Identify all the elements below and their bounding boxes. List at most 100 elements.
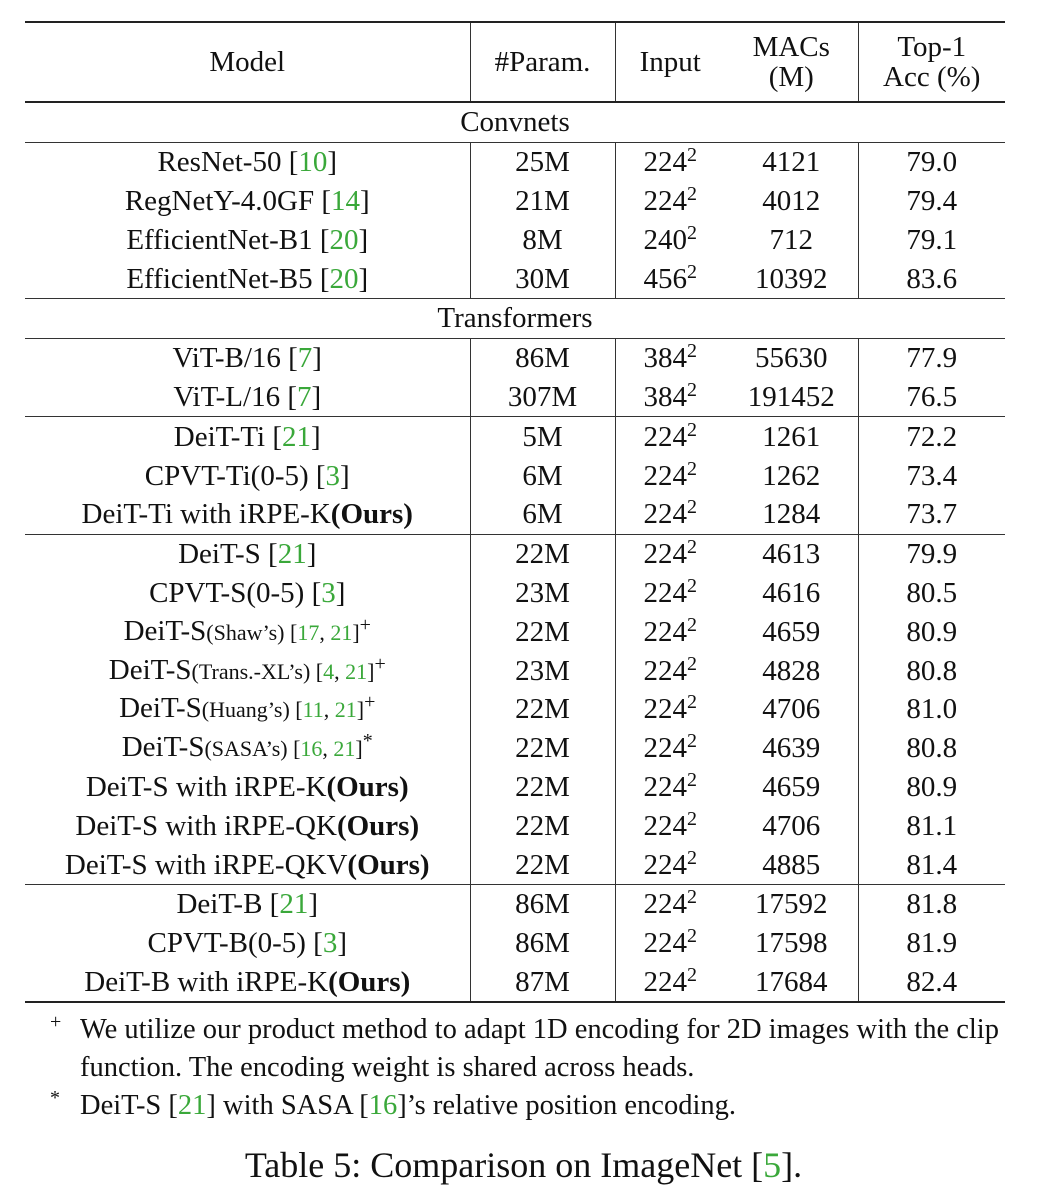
text-segment: ] (308, 888, 318, 921)
text-segment: ViT-L/16 [ (173, 380, 297, 413)
input-exp: 2 (687, 925, 697, 948)
params-cell: 23M (470, 573, 616, 613)
text-segment: DeiT-S [ (80, 1090, 178, 1121)
text-segment: DeiT-Ti with iRPE-K (81, 498, 331, 531)
input-base: 224 (643, 809, 688, 842)
model-cell: DeiT-Ti [21] (25, 416, 471, 457)
macs-cell: 4828 (725, 651, 859, 690)
input-cell: 4562 (615, 259, 725, 298)
model-cell: CPVT-Ti(0-5) [3] (25, 456, 471, 495)
macs-cell: 4121 (725, 142, 859, 182)
text-segment: 16 (368, 1090, 398, 1121)
acc-cell: 80.8 (906, 732, 958, 765)
model-cell: DeiT-B [21] (25, 883, 471, 924)
acc-cell: 80.5 (906, 576, 958, 609)
macs-cell: 17684 (725, 962, 859, 1003)
data-row: DeiT-S [21] 22M 2242 4613 79.9 (25, 533, 1005, 574)
text-segment: ] (311, 380, 322, 413)
data-row: RegNetY-4.0GF [14] 21M 2242 4012 79.4 (25, 181, 1005, 221)
header-line: Model (209, 46, 286, 78)
params-cell: 21M (470, 181, 616, 221)
input-cell: 2242 (615, 182, 725, 221)
text-segment: 17 (297, 619, 320, 645)
footnote-mark: * (50, 1087, 60, 1109)
text-segment: DeiT-S (123, 614, 207, 647)
text-segment: 3 (322, 927, 338, 960)
data-row: DeiT-S with iRPE-QK(Ours) 22M 2242 4706 81.1 (25, 806, 1005, 846)
text-segment: ] (358, 223, 369, 256)
acc-cell: 76.5 (906, 380, 958, 413)
text-segment: ] (306, 538, 317, 571)
results-table: Model #Param. Input MACs (M) Top-1 Acc (%) Con… (25, 21, 1005, 1004)
acc-cell: 80.8 (906, 654, 958, 687)
text-segment: ] (360, 184, 370, 217)
acc-cell: 79.4 (906, 184, 958, 217)
header-line: Acc (%) (883, 61, 981, 93)
text-segment: 11 (302, 697, 324, 723)
header-cell: Input (615, 22, 725, 103)
input-cell: 2242 (615, 142, 725, 181)
text-segment: , (334, 658, 346, 684)
text-segment: ]’s relative position encoding. (397, 1090, 736, 1121)
model-cell: CPVT-B(0-5) [3] (25, 923, 471, 963)
text-segment: (Ours) (328, 965, 411, 998)
text-segment: 21 (177, 1090, 207, 1121)
model-cell: ResNet-50 [10] (25, 142, 471, 182)
text-segment: 21 (277, 538, 307, 571)
text-segment: 16 (300, 736, 323, 762)
data-row: DeiT-S(Huang’s) [11, 21]+ 22M 2242 4706 81.0 (25, 689, 1005, 729)
macs-cell: 4639 (725, 728, 859, 768)
params-cell: 22M (470, 689, 616, 729)
macs-cell: 4659 (725, 612, 859, 652)
text-segment: (Ours) (330, 498, 413, 531)
input-cell: 2242 (615, 768, 725, 807)
input-cell: 3842 (615, 378, 725, 417)
text-segment: (Ours) (347, 848, 430, 881)
data-row: DeiT-Ti with iRPE-K(Ours) 6M 2242 1284 73.7 (25, 494, 1005, 535)
data-row: DeiT-Ti [21] 5M 2242 1261 72.2 (25, 416, 1005, 457)
acc-cell: 81.9 (906, 927, 958, 960)
model-cell: DeiT-S with iRPE-K(Ours) (25, 767, 471, 807)
macs-cell: 4659 (725, 767, 859, 807)
input-cell: 2242 (615, 495, 725, 534)
input-exp: 2 (687, 730, 697, 753)
text-segment: ] (335, 576, 346, 609)
text-segment: * (362, 730, 373, 753)
input-cell: 2242 (615, 845, 725, 884)
model-cell: RegNetY-4.0GF [14] (25, 181, 471, 221)
section-title: Convnets (25, 101, 1005, 143)
text-segment: EfficientNet-B5 [ (126, 262, 330, 295)
input-exp: 2 (687, 340, 697, 363)
data-row: CPVT-Ti(0-5) [3] 6M 2242 1262 73.4 (25, 456, 1005, 495)
input-exp: 2 (687, 886, 697, 909)
text-segment: (Shaw’s) [ (206, 619, 298, 645)
data-row: DeiT-S(Trans.-XL’s) [4, 21]+ 23M 2242 4828 8… (25, 651, 1005, 690)
input-cell: 2242 (615, 963, 725, 1003)
model-cell: DeiT-S(SASA’s) [16, 21]* (25, 728, 471, 768)
params-cell: 5M (470, 416, 616, 457)
input-exp: 2 (687, 221, 697, 244)
text-segment: DeiT-S with iRPE-QKV (64, 848, 348, 881)
input-base: 456 (643, 262, 688, 295)
params-cell: 22M (470, 612, 616, 652)
input-exp: 2 (687, 418, 697, 441)
text-segment: 21 (282, 420, 312, 453)
header-cell: #Param. (470, 22, 616, 103)
data-row: ViT-B/16 [7] 86M 3842 55630 77.9 (25, 338, 1005, 378)
text-segment: RegNetY-4.0GF [ (124, 184, 332, 217)
text-segment: CPVT-B(0-5) [ (147, 927, 323, 960)
input-exp: 2 (687, 182, 697, 205)
model-cell: EfficientNet-B1 [20] (25, 220, 471, 260)
params-cell: 22M (470, 845, 616, 885)
data-row: DeiT-S with iRPE-K(Ours) 22M 2242 4659 80.9 (25, 767, 1005, 807)
params-cell: 87M (470, 962, 616, 1003)
model-cell: DeiT-S(Huang’s) [11, 21]+ (25, 689, 471, 729)
text-segment: 21 (279, 888, 309, 921)
macs-cell: 4706 (725, 806, 859, 846)
text-segment: ResNet-50 [ (157, 146, 299, 179)
text-segment: , (319, 619, 331, 645)
input-cell: 2242 (615, 533, 725, 574)
text-segment: 20 (329, 262, 359, 295)
data-row: DeiT-S(SASA’s) [16, 21]* 22M 2242 4639 80.8 (25, 728, 1005, 768)
